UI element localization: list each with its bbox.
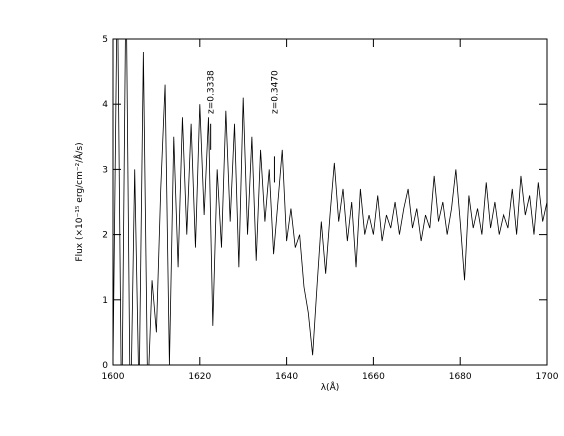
x-tick-label: 1600 bbox=[102, 372, 125, 382]
y-tick-label: 2 bbox=[102, 231, 108, 241]
y-tick-label: 5 bbox=[102, 35, 108, 45]
x-tick-label: 1660 bbox=[362, 372, 385, 382]
y-tick-label: 0 bbox=[102, 361, 108, 371]
y-tick-label: 3 bbox=[102, 165, 108, 175]
y-tick-label: 4 bbox=[102, 100, 108, 110]
y-axis-label: Flux (×10⁻¹⁵ erg/cm⁻²/Å/s) bbox=[73, 142, 85, 261]
plot-frame bbox=[112, 38, 548, 366]
x-tick-label: 1620 bbox=[188, 372, 211, 382]
x-tick-label: 1700 bbox=[536, 372, 559, 382]
y-tick-label: 1 bbox=[102, 296, 108, 306]
x-tick-label: 1640 bbox=[275, 372, 298, 382]
spectrum-line bbox=[113, 39, 547, 365]
x-tick-label: 1680 bbox=[449, 372, 472, 382]
x-axis-label: λ(Å) bbox=[321, 381, 340, 393]
annotation-label: z=0.3470 bbox=[270, 70, 280, 114]
annotation-label: z=0.3338 bbox=[207, 70, 217, 114]
